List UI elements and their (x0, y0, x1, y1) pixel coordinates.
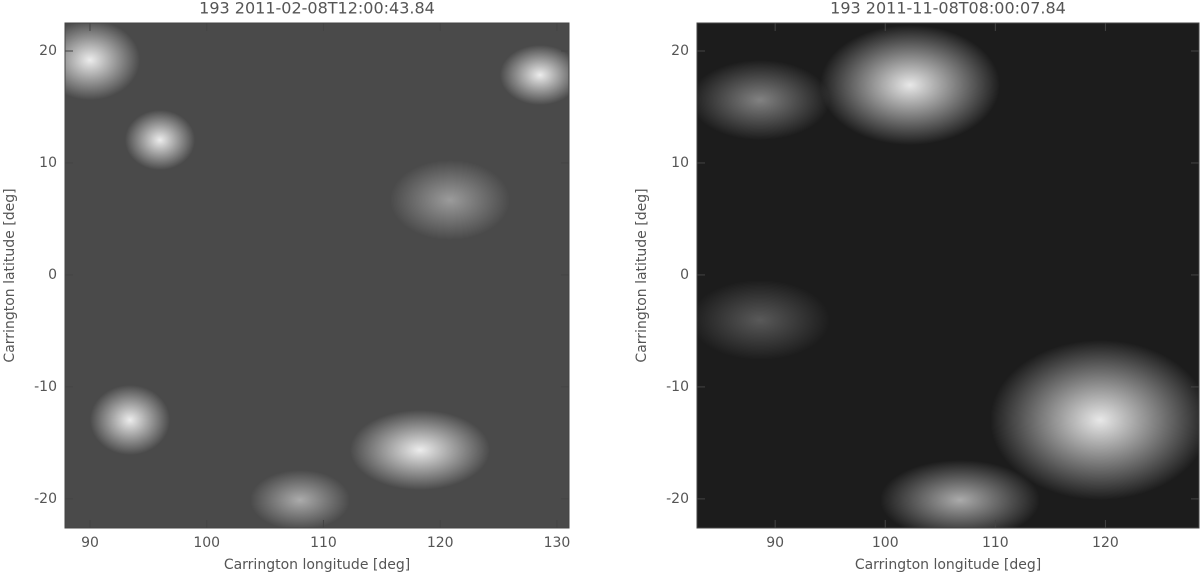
bright-region (125, 110, 195, 170)
x-tick-label: 100 (872, 535, 899, 551)
y-tick-label: -20 (666, 491, 689, 507)
bright-region (65, 23, 140, 100)
bright-region (90, 385, 170, 455)
y-tick-label: -10 (34, 379, 57, 395)
y-tick-label: -10 (666, 379, 689, 395)
bright-region (820, 25, 1000, 145)
y-axis-label: Carrington latitude [deg] (634, 188, 650, 362)
bright-region (990, 340, 1199, 500)
y-tick-label: 20 (671, 43, 689, 59)
x-tick-label: 120 (1092, 535, 1119, 551)
bright-region (390, 160, 510, 240)
x-axis-label: Carrington longitude [deg] (855, 557, 1041, 573)
chart-title: 193 2011-11-08T08:00:07.84 (830, 0, 1066, 18)
x-tick-label: 120 (427, 535, 454, 551)
image-right (697, 23, 1199, 528)
x-tick-label: 90 (766, 535, 784, 551)
bright-region (350, 410, 490, 490)
x-axis-label: Carrington longitude [deg] (224, 557, 410, 573)
x-tick-label: 100 (193, 535, 220, 551)
plot-frame (696, 22, 1200, 529)
bright-region (250, 470, 350, 528)
y-tick-label: 10 (39, 155, 57, 171)
x-tick-label: 90 (81, 535, 99, 551)
y-tick-label: -20 (34, 491, 57, 507)
plot-frame (64, 22, 570, 529)
y-tick-label: 0 (48, 267, 57, 283)
image-left (65, 23, 569, 528)
bright-region (697, 60, 830, 140)
x-tick-label: 130 (544, 535, 571, 551)
y-axis-label: Carrington latitude [deg] (2, 188, 18, 362)
bright-region (880, 460, 1040, 528)
y-tick-label: 0 (680, 267, 689, 283)
x-tick-label: 110 (982, 535, 1009, 551)
bright-region (500, 45, 569, 105)
x-tick-label: 110 (310, 535, 337, 551)
y-tick-label: 20 (39, 43, 57, 59)
y-tick-label: 10 (671, 155, 689, 171)
chart-title: 193 2011-02-08T12:00:43.84 (199, 0, 435, 18)
bright-region (697, 280, 830, 360)
